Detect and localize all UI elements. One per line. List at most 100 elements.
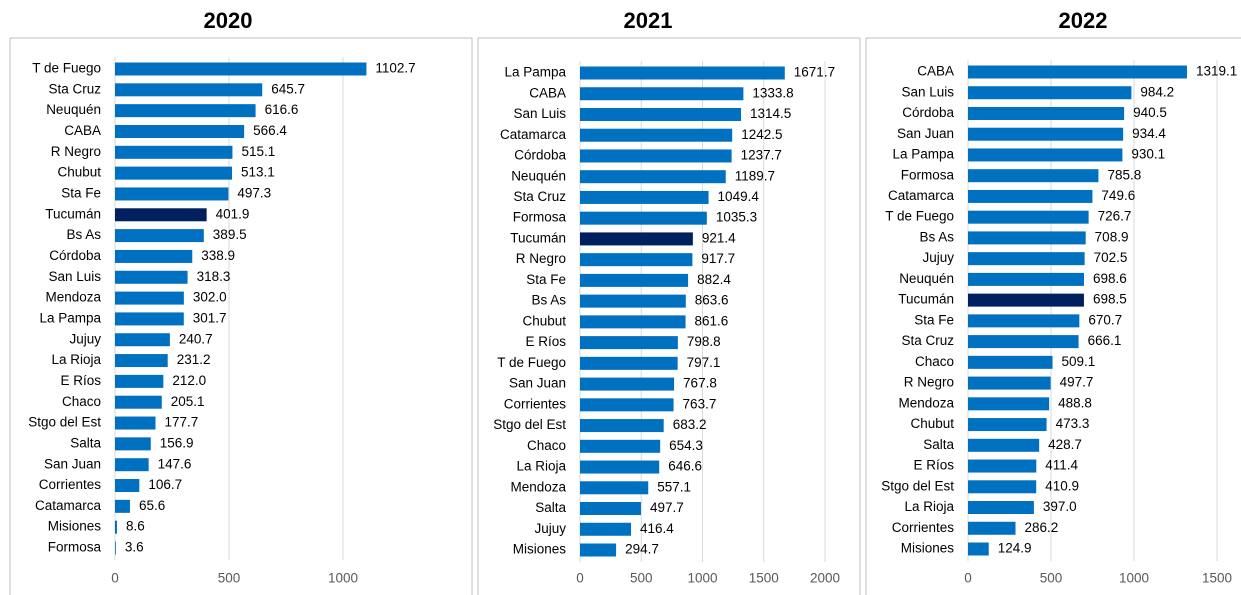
category-label: San Luis bbox=[48, 269, 101, 284]
bar bbox=[115, 499, 130, 513]
bar bbox=[968, 480, 1037, 494]
category-label: San Juan bbox=[509, 376, 566, 391]
bar bbox=[115, 270, 188, 284]
value-label: 1242.5 bbox=[741, 127, 782, 142]
category-label: CABA bbox=[917, 64, 954, 79]
value-label: 798.8 bbox=[687, 334, 721, 349]
bar bbox=[968, 438, 1040, 452]
category-label: Sta Cruz bbox=[513, 189, 566, 204]
value-label: 3.6 bbox=[125, 540, 144, 555]
bar bbox=[580, 253, 693, 267]
category-label: Stgo del Est bbox=[493, 417, 566, 432]
value-label: 654.3 bbox=[669, 438, 703, 453]
bar bbox=[580, 294, 686, 308]
category-label: E Ríos bbox=[60, 373, 101, 388]
value-label: 8.6 bbox=[126, 519, 145, 534]
value-label: 515.1 bbox=[241, 144, 275, 159]
bar bbox=[968, 521, 1016, 535]
bar bbox=[968, 106, 1125, 120]
value-label: 509.1 bbox=[1062, 354, 1096, 369]
bar bbox=[968, 335, 1079, 349]
bar bbox=[115, 458, 149, 472]
category-label: Catamarca bbox=[35, 498, 102, 513]
category-label: T de Fuego bbox=[885, 209, 954, 224]
bar bbox=[580, 170, 726, 184]
value-label: 666.1 bbox=[1088, 333, 1122, 348]
category-label: La Rioja bbox=[51, 352, 101, 367]
value-label: 749.6 bbox=[1101, 188, 1135, 203]
bar bbox=[968, 397, 1050, 411]
category-label: Tucumán bbox=[45, 206, 101, 221]
value-label: 557.1 bbox=[657, 479, 691, 494]
bar bbox=[968, 86, 1132, 100]
category-label: La Pampa bbox=[39, 310, 101, 325]
category-label: Corrientes bbox=[892, 520, 955, 535]
value-label: 683.2 bbox=[673, 417, 707, 432]
bar bbox=[580, 377, 675, 391]
value-label: 318.3 bbox=[197, 269, 231, 284]
bar bbox=[115, 104, 256, 118]
bar bbox=[115, 437, 151, 451]
category-label: La Rioja bbox=[904, 499, 954, 514]
category-label: La Pampa bbox=[504, 65, 566, 80]
bar bbox=[115, 124, 245, 138]
category-label: E Ríos bbox=[525, 334, 566, 349]
bar bbox=[115, 187, 229, 201]
bar bbox=[115, 354, 168, 368]
bar bbox=[115, 62, 367, 76]
bar bbox=[115, 479, 140, 493]
chart-title: 2022 bbox=[1059, 8, 1108, 33]
value-label: 1102.7 bbox=[375, 61, 415, 76]
chart-title: 2021 bbox=[624, 8, 673, 33]
bar bbox=[968, 418, 1047, 432]
value-label: 566.4 bbox=[253, 123, 287, 138]
category-label: San Juan bbox=[44, 456, 101, 471]
value-label: 670.7 bbox=[1088, 312, 1122, 327]
bar bbox=[968, 501, 1034, 515]
x-tick-label: 0 bbox=[576, 571, 584, 586]
value-label: 1237.7 bbox=[741, 148, 782, 163]
category-label: E Ríos bbox=[913, 458, 954, 473]
bar bbox=[580, 419, 664, 433]
value-label: 156.9 bbox=[160, 435, 194, 450]
bar bbox=[115, 291, 184, 305]
bar bbox=[115, 229, 204, 243]
x-tick-label: 2000 bbox=[810, 571, 840, 586]
value-label: 984.2 bbox=[1140, 84, 1174, 99]
value-label: 934.4 bbox=[1132, 126, 1166, 141]
value-label: 1189.7 bbox=[735, 168, 775, 183]
category-label: San Luis bbox=[901, 84, 954, 99]
category-label: Mendoza bbox=[45, 290, 101, 305]
bar bbox=[580, 232, 693, 246]
value-label: 726.7 bbox=[1098, 209, 1132, 224]
value-label: 646.6 bbox=[668, 459, 702, 474]
value-label: 428.7 bbox=[1048, 437, 1082, 452]
x-tick-label: 1000 bbox=[1119, 571, 1149, 586]
value-label: 861.6 bbox=[695, 313, 729, 328]
category-label: Chaco bbox=[915, 354, 954, 369]
value-label: 212.0 bbox=[172, 373, 206, 388]
value-label: 65.6 bbox=[139, 498, 165, 513]
bar bbox=[580, 128, 733, 142]
category-label: Stgo del Est bbox=[28, 415, 101, 430]
value-label: 497.3 bbox=[237, 186, 271, 201]
bar bbox=[968, 376, 1051, 390]
bar bbox=[580, 460, 660, 474]
bar bbox=[580, 356, 678, 370]
value-label: 917.7 bbox=[701, 251, 735, 266]
category-label: Bs As bbox=[531, 293, 566, 308]
chart-panel: 2022 0 500 1000 1500 CABA 1319.1 San Luis 984.2 C… bbox=[865, 8, 1241, 595]
bar bbox=[580, 439, 661, 453]
category-label: Neuquén bbox=[46, 102, 101, 117]
category-label: Sta Cruz bbox=[48, 81, 101, 96]
bar bbox=[968, 314, 1080, 328]
category-label: Jujuy bbox=[69, 331, 101, 346]
bar bbox=[580, 107, 742, 121]
value-label: 1049.4 bbox=[718, 189, 760, 204]
category-label: Chubut bbox=[910, 416, 954, 431]
bar bbox=[580, 211, 707, 225]
value-label: 1035.3 bbox=[716, 210, 757, 225]
value-label: 416.4 bbox=[640, 521, 674, 536]
value-label: 177.7 bbox=[165, 415, 199, 430]
panel-frame bbox=[865, 37, 1241, 595]
